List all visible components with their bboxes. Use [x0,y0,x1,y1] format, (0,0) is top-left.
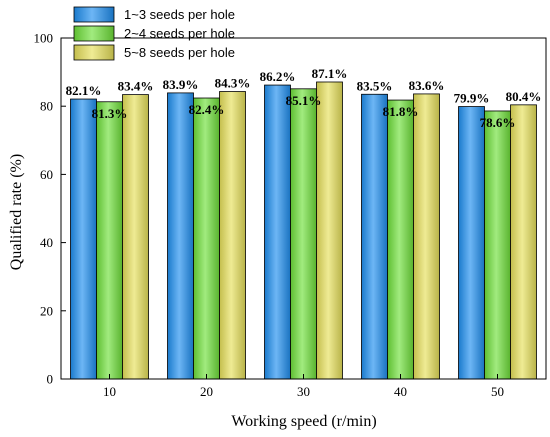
bar-1-10 [70,98,97,380]
data-label: 80.4% [506,89,542,104]
data-label: 84.3% [215,76,251,91]
ticks-layer: 0 20 40 60 80 100 10 20 30 40 50 [34,31,505,400]
bar-2-50 [484,110,511,380]
legend-swatch-3 [73,44,115,61]
legend-label-1: 1~3 seeds per hole [124,7,235,22]
bar-3-20 [219,91,246,380]
y-tick-label: 60 [40,167,53,182]
bar-1-40 [361,93,388,380]
bar-2-30 [290,88,317,380]
bar-1-30 [264,84,291,380]
y-tick-label: 40 [40,235,53,250]
data-label: 79.9% [454,91,490,106]
bar-3-10 [122,94,149,380]
legend: 1~3 seeds per hole 2~4 seeds per hole 5~8 … [73,6,235,61]
data-label: 83.9% [163,77,199,92]
y-axis-title: Qualified rate (%) [8,154,25,270]
bar-2-10 [96,101,123,380]
legend-label-3: 5~8 seeds per hole [124,45,235,60]
data-label: 83.6% [409,78,445,93]
bar-3-40 [413,93,440,380]
data-label: 87.1% [312,66,348,81]
legend-swatch-1 [73,6,115,23]
x-tick-label: 50 [491,384,504,399]
x-tick-label: 30 [297,384,310,399]
legend-swatch-2 [73,25,115,42]
x-tick-label: 20 [200,384,213,399]
y-tick-label: 80 [40,99,53,114]
x-tick-label: 10 [103,384,116,399]
bar-2-40 [387,99,414,380]
bar-2-20 [193,97,220,380]
legend-label-2: 2~4 seeds per hole [124,26,235,41]
data-label: 81.8% [383,104,419,119]
y-tick-label: 100 [34,31,54,46]
y-tick-label: 0 [47,372,54,387]
data-label: 81.3% [92,106,128,121]
bar-3-50 [510,104,537,380]
data-label: 85.1% [286,93,322,108]
bar-1-20 [167,92,194,380]
bar-1-50 [458,106,485,380]
bars-layer [70,81,537,380]
data-label: 82.1% [66,83,102,98]
data-label: 82.4% [189,102,225,117]
y-tick-label: 20 [40,303,53,318]
x-tick-label: 40 [394,384,407,399]
data-label: 83.5% [357,78,393,93]
data-label: 86.2% [260,69,296,84]
x-axis-title: Working speed (r/min) [231,413,376,430]
bar-3-30 [316,81,343,380]
data-label: 78.6% [480,115,516,130]
data-label: 83.4% [118,79,154,94]
data-labels-layer: 82.1% 81.3% 83.4% 83.9% 82.4% 84.3% 86.2% 85.1%… [66,66,542,130]
